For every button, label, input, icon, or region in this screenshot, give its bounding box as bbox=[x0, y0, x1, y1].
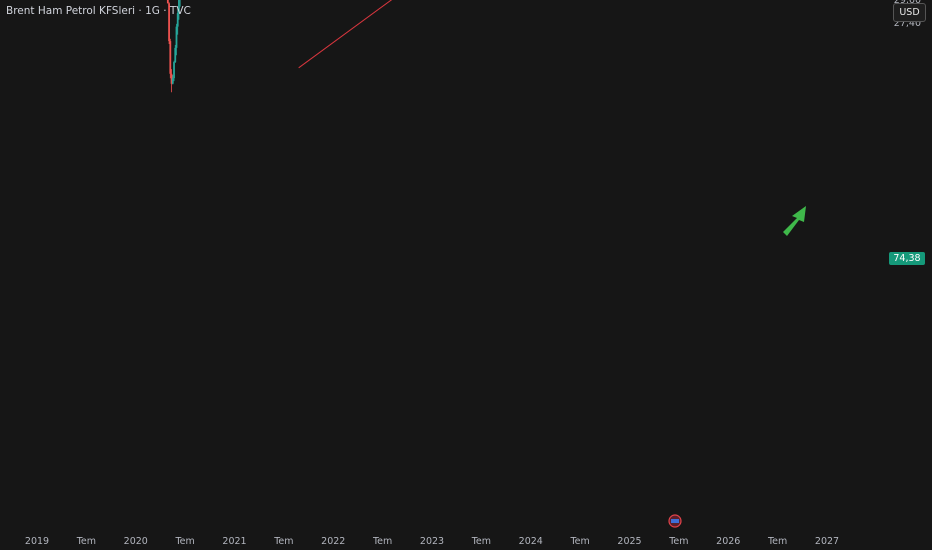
x-tick-label: Tem bbox=[174, 536, 194, 547]
x-tick-label: Tem bbox=[471, 536, 491, 547]
candle-body bbox=[166, 0, 169, 4]
y-tick-label: 29,60 bbox=[894, 0, 921, 6]
x-tick-label: 2019 bbox=[25, 536, 49, 547]
x-tick-label: 2026 bbox=[716, 536, 740, 547]
candle-body bbox=[175, 26, 178, 48]
trendline bbox=[298, 0, 393, 69]
x-tick-label: 2027 bbox=[815, 536, 839, 547]
x-tick-label: 2021 bbox=[222, 536, 246, 547]
last-price-tag: 74,38 bbox=[889, 252, 925, 265]
x-tick-label: 2023 bbox=[420, 536, 444, 547]
candle-body bbox=[174, 47, 177, 63]
x-tick-label: 2020 bbox=[124, 536, 148, 547]
x-tick-label: 2025 bbox=[617, 536, 641, 547]
candles bbox=[166, 0, 181, 93]
x-tick-label: 2022 bbox=[321, 536, 345, 547]
x-tick-label: Tem bbox=[668, 536, 688, 547]
x-tick-label: Tem bbox=[76, 536, 96, 547]
candle-body bbox=[168, 3, 170, 42]
y-tick-label: 27,40 bbox=[894, 18, 921, 29]
candle-body bbox=[171, 78, 174, 84]
currency-button[interactable]: USD bbox=[893, 3, 926, 22]
green-arrow-icon bbox=[783, 206, 806, 236]
candle-body bbox=[170, 73, 173, 84]
x-tick-label: Tem bbox=[372, 536, 392, 547]
y-axis: 170,00150,00135,00125,00113,00101,0093,0… bbox=[894, 0, 921, 29]
arrow-shape bbox=[783, 206, 806, 236]
x-tick-label: Tem bbox=[273, 536, 293, 547]
candle-body bbox=[169, 41, 172, 74]
chart-title: Brent Ham Petrol KFSleri · 1G · TVC bbox=[6, 5, 191, 17]
x-axis: 2019 Tem 2020 Tem 2021 Tem 2022 Tem 2023 Tem 2024 T… bbox=[25, 536, 839, 547]
x-tick-label: Tem bbox=[767, 536, 787, 547]
x-tick-label: 2024 bbox=[519, 536, 543, 547]
event-icon[interactable] bbox=[668, 514, 682, 528]
x-tick-label: Tem bbox=[569, 536, 589, 547]
candle-body bbox=[178, 0, 180, 14]
candle-body bbox=[173, 62, 175, 79]
trendlines bbox=[298, 0, 393, 69]
candle-body bbox=[176, 13, 179, 27]
